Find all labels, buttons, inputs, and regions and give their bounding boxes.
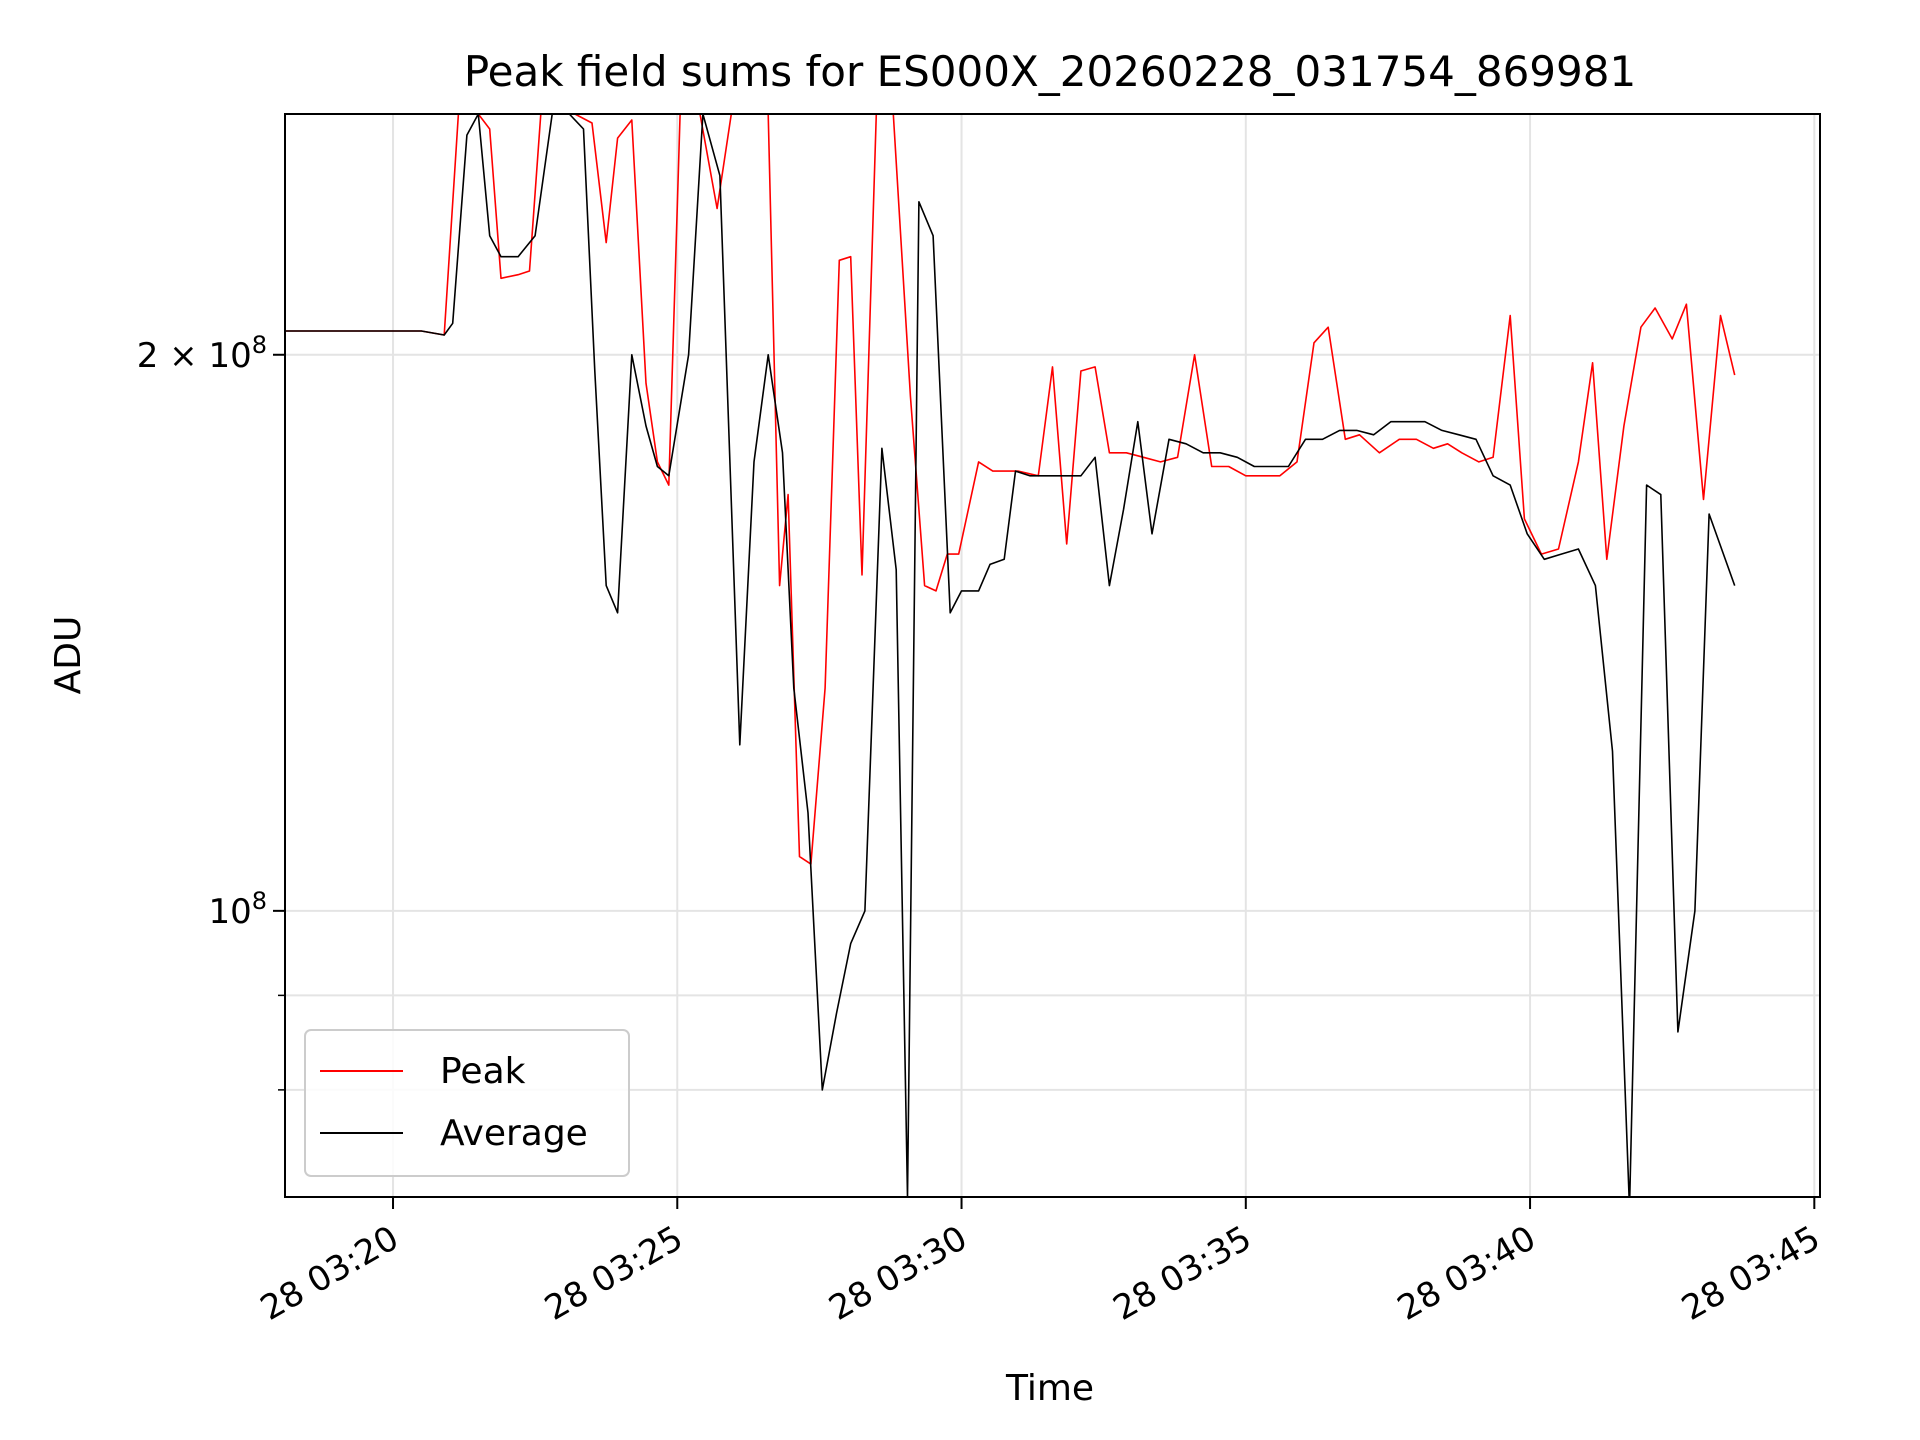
y-axis-label: ADU [48, 616, 89, 695]
plot-frame [284, 113, 1821, 1198]
legend-label-peak: Peak [440, 1051, 526, 1092]
legend: Peak Average [304, 1029, 630, 1177]
grid [285, 114, 1820, 1197]
y-tick-label: 2 × 108 [137, 331, 267, 376]
series-line-peak [285, 114, 1736, 865]
y-axis: 108 2 × 108 [137, 331, 285, 1091]
series-line-average [285, 114, 1736, 1197]
legend-box [304, 1029, 630, 1177]
series-layer [285, 114, 1736, 1197]
chart-title: Peak field sums for ES000X_20260228_0317… [464, 47, 1636, 96]
x-axis-label: Time [1005, 1368, 1094, 1409]
legend-label-average: Average [440, 1113, 588, 1154]
y-tick-label: 108 [208, 887, 267, 932]
